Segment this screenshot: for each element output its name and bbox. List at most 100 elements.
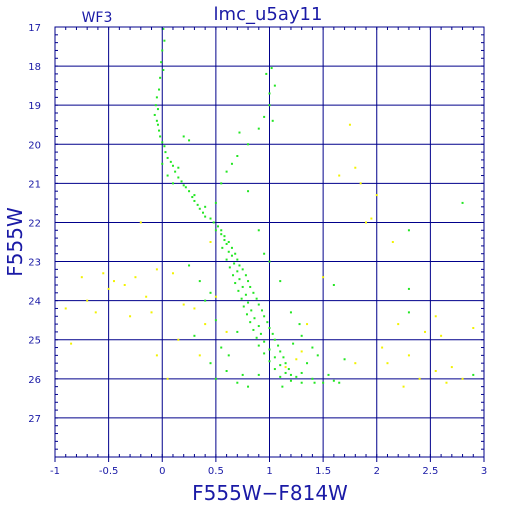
data-point-field: [445, 381, 448, 384]
y-tick-label: 24: [28, 297, 41, 308]
data-point-main: [225, 242, 228, 245]
data-point-main: [214, 377, 217, 380]
y-tick-label: 20: [28, 140, 41, 151]
data-point-main: [271, 119, 274, 122]
data-point-main: [220, 233, 223, 236]
y-tick-label: 25: [28, 336, 41, 347]
data-point-main: [247, 280, 250, 283]
data-point-field: [182, 303, 185, 306]
data-point-main: [188, 264, 191, 267]
data-point-main: [247, 301, 250, 304]
y-tick-label: 22: [28, 218, 41, 229]
data-point-main: [223, 235, 226, 238]
data-point-main: [202, 211, 205, 214]
x-tick-label: 1: [266, 466, 272, 477]
data-point-main: [268, 348, 271, 351]
grid-lines: [54, 26, 485, 457]
data-point-main: [234, 252, 237, 255]
data-point-field: [424, 330, 427, 333]
data-point-field: [381, 346, 384, 349]
data-point-field: [134, 276, 137, 279]
data-point-main: [268, 260, 271, 263]
data-point-main: [281, 385, 284, 388]
data-point-main: [255, 336, 258, 339]
data-point-main: [279, 280, 282, 283]
data-point-main: [163, 145, 166, 148]
data-point-main: [164, 151, 167, 154]
data-point-main: [260, 309, 263, 312]
data-point-field: [284, 366, 287, 369]
data-point-main: [343, 358, 346, 361]
data-point-field: [64, 307, 67, 310]
data-point-main: [263, 340, 266, 343]
y-tick-label: 18: [28, 62, 41, 73]
y-tick-label: 21: [28, 179, 41, 190]
data-point-main: [193, 199, 196, 202]
data-point-main: [171, 164, 174, 167]
data-point-field: [198, 354, 201, 357]
x-tick-label: 2.5: [422, 466, 438, 477]
x-axis-title: F555W−F814W: [192, 481, 348, 505]
data-point-main: [220, 182, 223, 185]
data-points: [64, 27, 475, 388]
data-point-main: [161, 162, 164, 165]
data-point-main: [236, 330, 239, 333]
data-point-field: [150, 311, 153, 314]
data-point-main: [316, 354, 319, 357]
data-point-main: [271, 332, 274, 335]
data-point-main: [196, 203, 199, 206]
data-point-main: [287, 368, 290, 371]
data-point-main: [257, 229, 260, 232]
data-point-main: [193, 334, 196, 337]
data-point-field: [354, 166, 357, 169]
data-point-field: [397, 323, 400, 326]
data-point-main: [249, 285, 252, 288]
data-point-field: [354, 362, 357, 365]
x-axis: -1 -0.5 0 0.5 1 1.5 2 2.5 3: [50, 27, 487, 477]
data-point-field: [86, 299, 89, 302]
data-point-main: [252, 328, 255, 331]
data-point-main: [220, 229, 223, 232]
data-point-main: [279, 375, 282, 378]
data-point-main: [247, 143, 250, 146]
data-point-field: [107, 287, 110, 290]
chart-title: lmc_u5ay11: [214, 4, 323, 25]
data-point-main: [209, 291, 212, 294]
data-point-main: [270, 67, 273, 70]
data-point-main: [153, 113, 156, 116]
data-point-field: [145, 295, 148, 298]
data-point-field: [295, 358, 298, 361]
data-point-main: [232, 274, 235, 277]
data-point-main: [223, 239, 226, 242]
data-point-main: [244, 293, 247, 296]
data-point-field: [94, 311, 97, 314]
data-point-main: [273, 338, 276, 341]
data-point-main: [163, 39, 166, 42]
data-point-main: [238, 131, 241, 134]
data-point-main: [198, 280, 201, 283]
data-point-field: [204, 323, 207, 326]
data-point-main: [166, 156, 169, 159]
data-point-main: [249, 321, 252, 324]
data-point-main: [204, 215, 207, 218]
data-point-main: [263, 252, 266, 255]
data-point-field: [461, 377, 464, 380]
data-point-main: [162, 69, 165, 71]
data-point-main: [221, 246, 224, 249]
data-point-main: [234, 282, 237, 285]
data-point-main: [171, 182, 174, 185]
data-point-main: [332, 379, 335, 382]
data-point-main: [242, 305, 245, 308]
data-point-main: [236, 270, 239, 273]
data-point-main: [241, 285, 244, 288]
data-point-main: [250, 309, 253, 312]
data-point-main: [220, 346, 223, 349]
data-point-main: [277, 344, 280, 347]
data-point-field: [365, 221, 368, 224]
data-point-main: [230, 246, 233, 249]
data-point-main: [257, 303, 260, 306]
data-point-field: [402, 385, 405, 388]
data-point-main: [193, 194, 196, 197]
data-point-main: [177, 166, 180, 169]
data-point-main: [238, 264, 241, 267]
